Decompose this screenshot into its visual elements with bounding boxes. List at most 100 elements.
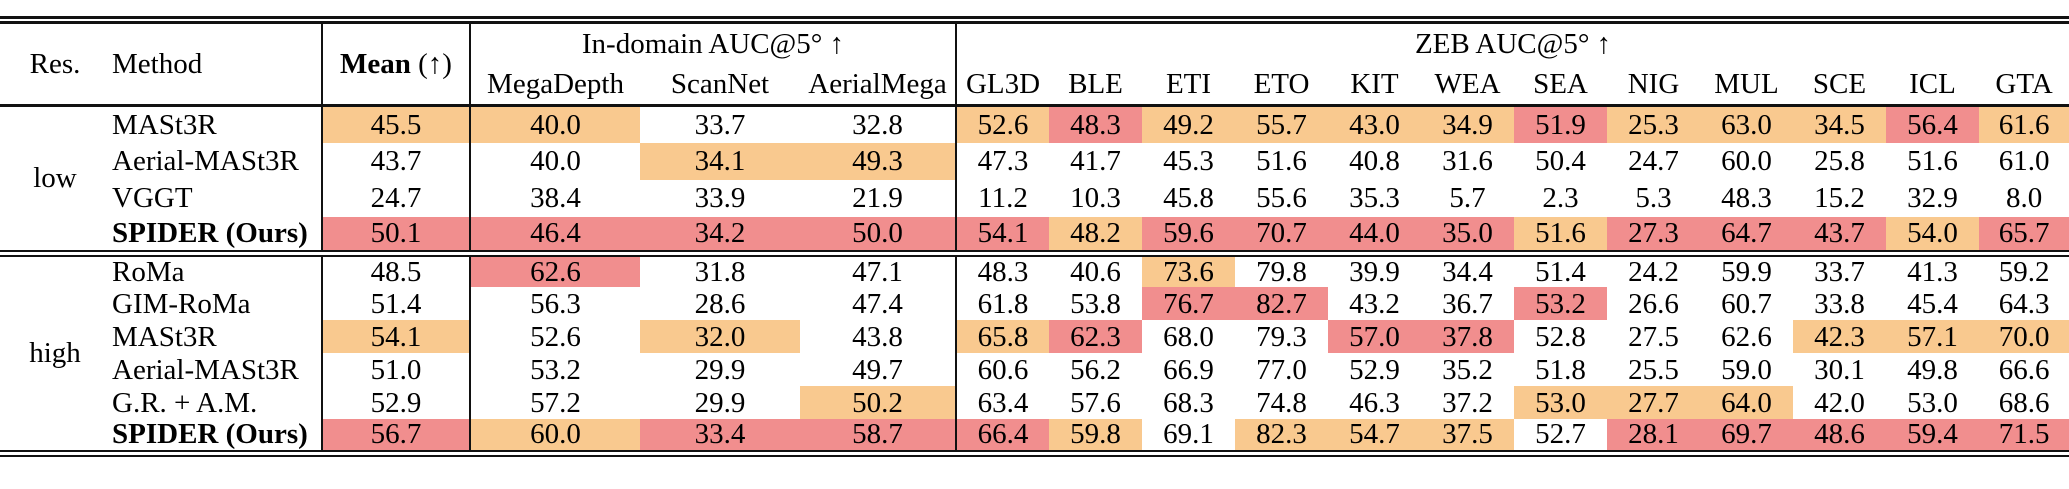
metric-value: 40.8 [1349,144,1400,177]
metric-value: 51.6 [1907,144,1958,177]
col-header-sce: SCE [1812,67,1867,100]
metric-value: 61.6 [1979,105,2069,143]
metric-value: 57.2 [469,386,640,420]
col-header-eto: ETO [1253,67,1310,100]
metric-value: 25.3 [1607,105,1700,143]
metric-value: 65.8 [955,320,1049,354]
table-row: Aerial-MASt3R 43.7 40.0 34.1 49.3 47.3 41.7 45.… [0,142,2069,180]
metric-value: 51.4 [321,287,470,321]
metric-value: 63.4 [955,386,1049,420]
metric-value: 33.8 [1814,287,1865,320]
metric-value: 51.6 [1514,216,1607,254]
col-header-gl3d: GL3D [955,64,1049,106]
metric-value: 54.0 [1886,216,1979,254]
metric-value: 28.6 [694,287,746,320]
metric-value: 40.6 [1070,256,1121,288]
metric-value: 33.7 [1814,256,1865,288]
metric-value: 57.1 [1886,320,1979,354]
metric-value: 5.7 [1449,181,1486,214]
col-header-icl: ICL [1909,67,1956,100]
metric-value: 43.7 [321,142,470,180]
metric-value: 52.6 [955,105,1049,143]
metric-value: 33.7 [694,108,746,141]
metric-value: 45.5 [321,105,470,143]
table-row: high RoMa 48.5 62.6 31.8 47.1 48.3 40.6 73.6 79.8… [0,253,2069,368]
mean-label: Mean [340,47,411,80]
metric-value: 55.6 [1256,181,1307,214]
method-name: SPIDER (Ours) [112,419,308,451]
metric-value: 40.0 [469,142,640,180]
metric-value: 48.3 [1721,181,1772,214]
metric-value: 32.0 [640,320,800,354]
metric-value: 62.3 [1049,320,1142,354]
metric-value: 5.3 [1635,181,1672,214]
metric-value: 42.0 [1814,386,1865,419]
metric-value: 64.3 [1998,287,2050,320]
metric-value: 53.2 [1514,287,1607,321]
metric-value: 15.2 [1814,181,1865,214]
metric-value: 60.0 [1721,144,1772,177]
metric-value: 47.1 [852,256,903,288]
method-name: GIM-RoMa [112,287,251,320]
metric-value: 71.5 [1979,419,2069,454]
res-label: high [29,337,81,370]
metric-value: 68.3 [1163,386,1214,419]
metric-value: 34.1 [640,142,800,180]
metric-value: 31.8 [694,256,746,288]
col-header-wea: WEA [1434,67,1501,100]
metric-value: 59.2 [1998,256,2050,288]
metric-value: 54.7 [1328,419,1421,454]
metric-value: 79.8 [1256,256,1307,288]
table-header: Res. Method Mean (↑) In-domain AUC@5° ↑ … [0,20,2069,106]
metric-value: 52.7 [1535,419,1586,451]
metric-value: 11.2 [955,179,1049,217]
metric-value: 51.9 [1514,105,1607,143]
metric-value: 46.4 [469,216,640,254]
metric-value: 31.6 [1442,144,1493,177]
metric-value: 52.9 [321,386,470,420]
metric-value: 44.0 [1328,216,1421,254]
metric-value: 50.0 [800,216,956,254]
col-header-res: Res. [29,47,81,80]
metric-value: 66.6 [1998,353,2050,386]
col-header-method: Method [112,47,203,80]
metric-value: 33.9 [694,181,746,214]
metric-value: 50.4 [1535,144,1586,177]
metric-value: 47.4 [852,287,903,320]
metric-value: 77.0 [1256,353,1307,386]
metric-value: 76.7 [1142,287,1235,321]
metric-value: 43.8 [852,320,903,353]
col-header-kit: KIT [1350,67,1399,100]
metric-value: 61.0 [1998,144,2050,177]
metric-value: 36.7 [1442,287,1493,320]
metric-value: 35.3 [1349,181,1400,214]
metric-value: 62.6 [1721,320,1772,353]
metric-value: 82.3 [1235,419,1328,454]
metric-value: 2.3 [1542,181,1579,214]
metric-value: 41.3 [1907,256,1958,288]
table-row: G.R. + A.M. 52.9 57.2 29.9 50.2 63.4 57.6 68.3 7… [0,386,2069,420]
metric-value: 32.8 [852,108,903,141]
metric-value: 26.6 [1628,287,1679,320]
results-table: Res. Method Mean (↑) In-domain AUC@5° ↑ … [0,16,2069,457]
metric-value: 49.3 [800,142,956,180]
metric-value: 51.4 [1535,256,1586,288]
metric-value: 27.5 [1628,320,1679,353]
method-name: SPIDER (Ours) [112,217,308,250]
section-low: low MASt3R 45.5 40.0 33.7 32.8 52.6 48.3 49.2 55.… [0,105,2069,254]
metric-value: 45.3 [1163,144,1214,177]
metric-value: 41.7 [1070,144,1121,177]
metric-value: 43.2 [1349,287,1400,320]
group-header-row: Res. Method Mean (↑) In-domain AUC@5° ↑ … [0,20,2069,106]
table-row: SPIDER (Ours) 50.1 46.4 34.2 50.0 54.1 48.2 59.… [0,216,2069,254]
method-name: RoMa [112,256,185,288]
metric-value: 27.3 [1607,216,1700,254]
metric-value: 35.0 [1421,216,1514,254]
metric-value: 42.3 [1793,320,1886,354]
group-header-indomain: In-domain AUC@5° ↑ [469,20,956,64]
col-header-nig: NIG [1627,67,1680,100]
table-row: Aerial-MASt3R 51.0 53.2 29.9 49.7 60.6 56.2 66.… [0,353,2069,387]
metric-value: 47.3 [955,142,1049,180]
metric-value: 54.1 [955,216,1049,254]
method-name: MASt3R [112,108,217,141]
